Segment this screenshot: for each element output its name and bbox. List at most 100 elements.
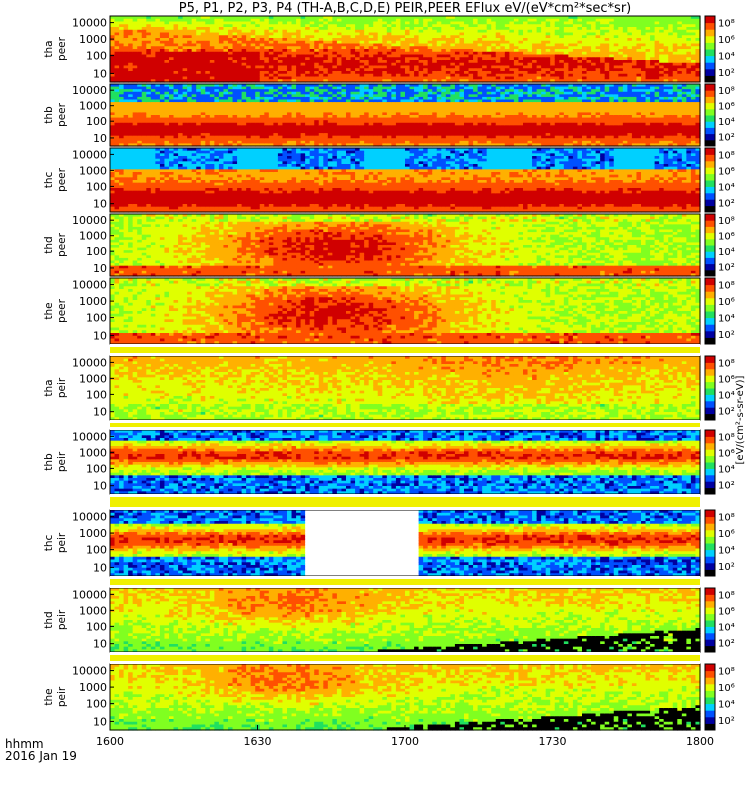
heatmap-cell <box>314 60 320 64</box>
heatmap-cell <box>150 51 156 56</box>
heatmap-cell <box>350 79 356 83</box>
heatmap-cell <box>341 21 347 25</box>
heatmap-cell <box>377 24 383 28</box>
heatmap-cell <box>341 73 347 78</box>
heatmap-cell <box>368 73 374 78</box>
heatmap-cell <box>296 51 302 56</box>
heatmap-cell <box>296 40 302 45</box>
heatmap-cell <box>178 35 184 39</box>
heatmap-cell <box>414 40 420 45</box>
heatmap-cell <box>150 40 156 45</box>
heatmap-cell <box>146 60 152 64</box>
heatmap-cell <box>314 43 320 47</box>
heatmap-cell <box>305 79 311 83</box>
heatmap-cell <box>128 18 134 23</box>
heatmap-cell <box>141 62 147 67</box>
heatmap-cell <box>282 73 288 78</box>
heatmap-cell <box>350 29 356 34</box>
heatmap-cell <box>146 54 152 58</box>
heatmap-cell <box>287 35 293 39</box>
heatmap-cell <box>173 40 179 45</box>
heatmap-cell <box>382 24 388 28</box>
heatmap-cell <box>237 51 243 56</box>
heatmap-cell <box>182 27 188 31</box>
heatmap-cell <box>418 16 424 20</box>
heatmap-cell <box>400 32 406 36</box>
heatmap-cell <box>359 49 365 53</box>
heatmap-cell <box>205 60 211 64</box>
heatmap-cell <box>418 51 424 56</box>
heatmap-cell <box>214 40 220 45</box>
heatmap-cell <box>200 46 206 50</box>
heatmap-cell <box>141 68 147 72</box>
heatmap-cell <box>137 49 143 53</box>
heatmap-cell <box>137 16 143 20</box>
heatmap-cell <box>268 18 274 23</box>
heatmap-cell <box>169 62 175 67</box>
heatmap-cell <box>255 57 261 61</box>
heatmap-cell <box>332 18 338 23</box>
heatmap-cell <box>200 57 206 61</box>
heatmap-cell <box>250 29 256 34</box>
heatmap-cell <box>228 54 234 58</box>
heatmap-cell <box>250 71 256 75</box>
heatmap-cell <box>445 51 451 56</box>
heatmap-cell <box>150 49 156 53</box>
heatmap-cell <box>287 32 293 36</box>
heatmap-cell <box>314 79 320 83</box>
heatmap-cell <box>141 43 147 47</box>
heatmap-cell <box>291 76 297 80</box>
heatmap-cell <box>382 35 388 39</box>
heatmap-cell <box>418 79 424 83</box>
heatmap-cell <box>246 24 252 28</box>
heatmap-cell <box>405 68 411 72</box>
heatmap-cell <box>259 38 265 42</box>
heatmap-cell <box>368 79 374 83</box>
heatmap-cell <box>277 21 284 25</box>
heatmap-cell <box>273 35 279 39</box>
colorbar-swatch <box>705 22 715 30</box>
heatmap-cell <box>332 60 338 64</box>
heatmap-cell <box>332 40 338 45</box>
heatmap-cell <box>223 43 229 47</box>
heatmap-cell <box>346 62 352 67</box>
heatmap-cell <box>178 60 184 64</box>
heatmap-cell <box>200 54 206 58</box>
heatmap-cell <box>205 32 211 36</box>
heatmap-cell <box>218 40 225 45</box>
heatmap-cell <box>218 62 225 67</box>
heatmap-cell <box>232 27 238 31</box>
heatmap-cell <box>309 32 315 36</box>
heatmap-cell <box>164 49 170 53</box>
heatmap-cell <box>209 32 215 36</box>
heatmap-cell <box>309 38 315 42</box>
heatmap-cell <box>214 54 220 58</box>
colorbar-swatch <box>705 49 715 57</box>
heatmap-cell <box>255 35 261 39</box>
heatmap-cell <box>155 18 161 23</box>
heatmap-cell <box>173 18 179 23</box>
heatmap-cell <box>300 68 306 72</box>
heatmap-cell <box>291 40 297 45</box>
heatmap-cell <box>146 29 152 34</box>
heatmap-cell <box>250 32 256 36</box>
heatmap-cell <box>400 57 406 61</box>
heatmap-cell <box>445 76 451 80</box>
heatmap-cell <box>259 73 265 78</box>
heatmap-cell <box>110 79 116 83</box>
heatmap-cell <box>432 57 438 61</box>
heatmap-cell <box>287 27 293 31</box>
heatmap-cell <box>423 16 429 20</box>
heatmap-cell <box>350 76 356 80</box>
heatmap-cell <box>137 24 143 28</box>
heatmap-cell <box>246 79 252 83</box>
heatmap-cell <box>200 35 206 39</box>
heatmap-cell <box>150 32 156 36</box>
heatmap-cell <box>178 27 184 31</box>
heatmap-cell <box>187 21 193 25</box>
heatmap-cell <box>214 51 220 56</box>
heatmap-cell <box>146 35 152 39</box>
colorbar-swatch <box>705 75 715 83</box>
heatmap-cell <box>414 65 420 69</box>
